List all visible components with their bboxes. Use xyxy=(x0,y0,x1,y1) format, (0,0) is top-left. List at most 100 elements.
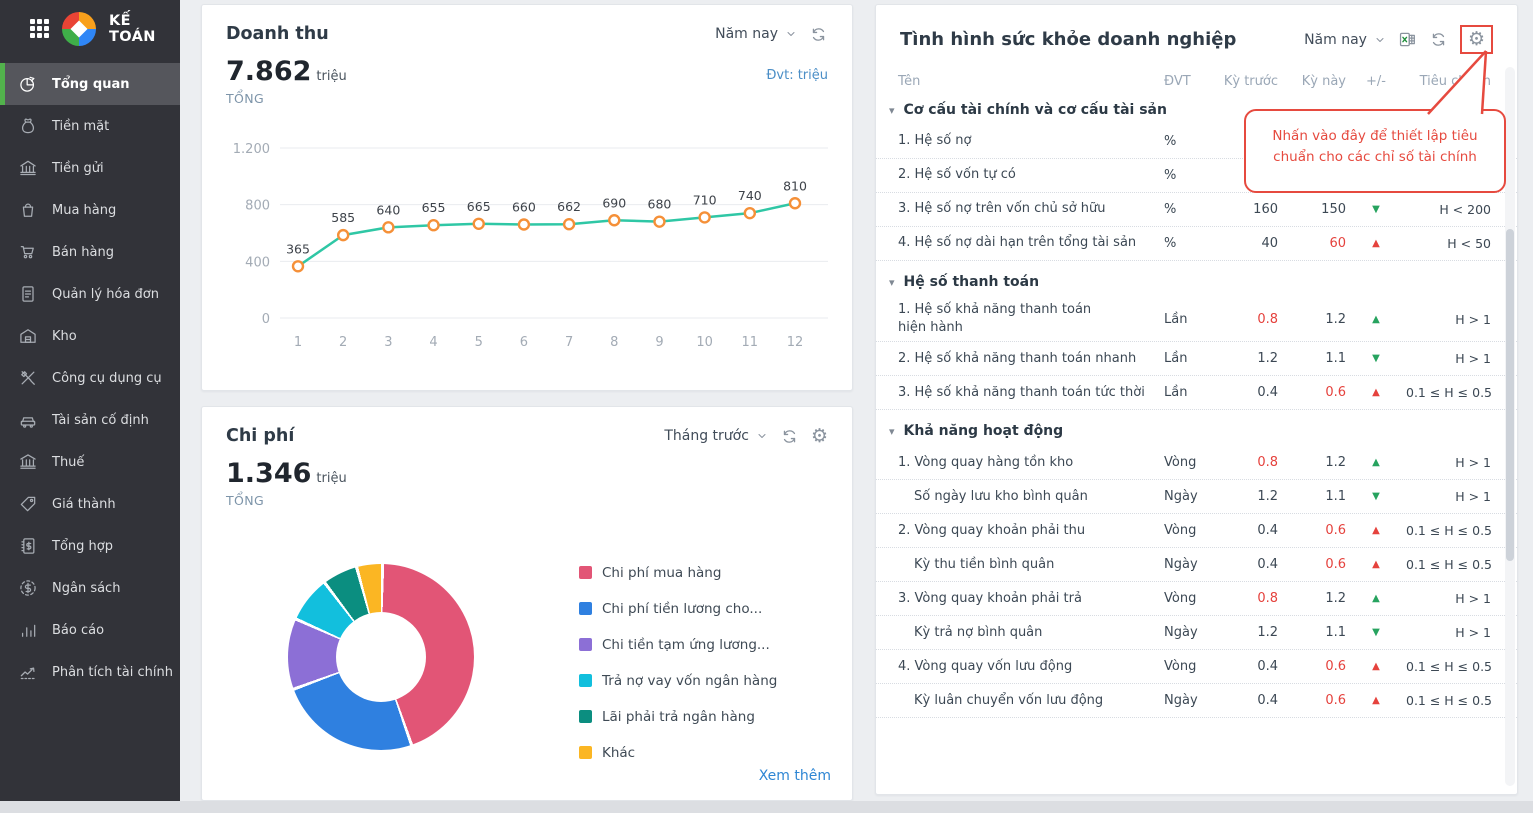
section-header[interactable]: ▾ Hệ số thanh toán xyxy=(876,261,1517,297)
sidebar-item-10[interactable]: Thuế xyxy=(0,441,180,483)
svg-text:10: 10 xyxy=(696,335,713,350)
table-row: 1. Hệ số khả năng thanh toán hiện hành Lầ… xyxy=(876,297,1517,343)
legend-label: Trả nợ vay vốn ngân hàng xyxy=(602,672,778,689)
standard-value: 0.1 ≤ H ≤ 0.5 xyxy=(1406,659,1492,675)
sidebar-item-11[interactable]: Giá thành xyxy=(0,483,180,525)
section-header[interactable]: ▾ Cơ cấu tài chính và cơ cấu tài sản xyxy=(876,89,1517,125)
legend-item: Khác xyxy=(579,745,777,761)
invoice-icon xyxy=(22,286,34,302)
health-table: ▾ Cơ cấu tài chính và cơ cấu tài sản 1. Hệ… xyxy=(876,89,1517,719)
expense-period-select[interactable]: Tháng trước xyxy=(664,428,768,444)
see-more-link[interactable]: Xem thêm xyxy=(758,768,831,784)
health-period-label: Năm nay xyxy=(1304,31,1367,48)
gear-icon[interactable]: ⚙ xyxy=(810,424,828,447)
svg-text:640: 640 xyxy=(376,202,400,217)
indicator-unit: Lần xyxy=(1164,351,1188,367)
sidebar-item-3[interactable]: Tiền gửi xyxy=(0,147,180,189)
indicator-name: 2. Vòng quay khoản phải thu xyxy=(898,522,1086,538)
svg-text:3: 3 xyxy=(384,335,392,350)
current-value: 1.1 xyxy=(1325,489,1346,505)
trend-arrow-icon: ▲ xyxy=(1372,695,1380,707)
indicator-unit: Vòng xyxy=(1164,455,1197,471)
svg-text:5: 5 xyxy=(475,335,483,350)
legend-item: Lãi phải trả ngân hàng xyxy=(579,709,777,725)
gear-icon[interactable]: ⚙ xyxy=(1467,28,1485,50)
revenue-unit-note: Đvt: triệu xyxy=(766,68,828,83)
triangle-down-icon: ▾ xyxy=(889,424,895,438)
svg-text:12: 12 xyxy=(787,335,804,350)
sidebar-item-5[interactable]: Bán hàng xyxy=(0,231,180,273)
gear-highlight-box[interactable]: ⚙ xyxy=(1459,25,1493,54)
standard-value: H > 1 xyxy=(1455,455,1491,471)
trend-arrow-icon: ▼ xyxy=(1372,353,1380,365)
sidebar-item-9[interactable]: Tài sản cố định xyxy=(0,399,180,441)
sidebar-item-12[interactable]: Tổng hợp xyxy=(0,525,180,567)
business-health-panel: Tình hình sức khỏe doanh nghiệp Năm nay … xyxy=(875,4,1518,795)
indicator-unit: Ngày xyxy=(1164,625,1198,641)
prev-value: 1.2 xyxy=(1257,351,1278,367)
health-table-header: Tên ĐVT Kỳ trước Kỳ này +/- Tiêu chuẩn xyxy=(876,54,1517,89)
excel-icon[interactable] xyxy=(1398,30,1417,49)
health-period-select[interactable]: Năm nay xyxy=(1304,32,1386,48)
sidebar-item-label: Công cụ dụng cụ xyxy=(52,370,162,386)
chevron-down-icon xyxy=(1376,37,1384,42)
indicator-unit: Vòng xyxy=(1164,523,1197,539)
sidebar-item-8[interactable]: Công cụ dụng cụ xyxy=(0,357,180,399)
sidebar-header: KẾ TOÁN xyxy=(0,0,180,57)
sidebar-item-6[interactable]: Quản lý hóa đơn xyxy=(0,273,180,315)
refresh-icon[interactable] xyxy=(809,25,828,44)
current-value: 0.6 xyxy=(1325,659,1346,675)
warehouse-icon xyxy=(20,329,36,343)
scrollbar-thumb[interactable] xyxy=(1506,229,1514,561)
sidebar-item-label: Tiền gửi xyxy=(52,160,104,176)
report-icon xyxy=(21,624,36,637)
sidebar-item-label: Tài sản cố định xyxy=(52,412,149,428)
svg-text:4: 4 xyxy=(429,335,437,350)
expense-total-value: 1.346 xyxy=(226,458,312,489)
svg-text:680: 680 xyxy=(648,197,672,212)
sidebar-item-4[interactable]: Mua hàng xyxy=(0,189,180,231)
sidebar-item-13[interactable]: Ngân sách xyxy=(0,567,180,609)
svg-text:660: 660 xyxy=(512,200,536,215)
prev-value: 160 xyxy=(1253,202,1278,217)
section-title: Hệ số thanh toán xyxy=(903,274,1040,290)
svg-text:690: 690 xyxy=(602,195,626,210)
bank-deposit-icon xyxy=(20,160,36,176)
sidebar-item-7[interactable]: Kho xyxy=(0,315,180,357)
revenue-period-select[interactable]: Năm nay xyxy=(715,26,797,42)
cash-icon xyxy=(21,118,35,134)
standard-value: H < 50 xyxy=(1447,236,1491,251)
app-grid-icon[interactable] xyxy=(30,19,49,38)
sidebar-item-label: Tiền mặt xyxy=(52,118,110,134)
table-row: Kỳ thu tiền bình quân Ngày 0.4 0.6 ▲ 0.1 ≤ H … xyxy=(876,548,1517,583)
current-value: 150 xyxy=(1321,202,1346,217)
indicator-unit: % xyxy=(1164,134,1177,149)
prev-value: 0.8 xyxy=(1257,311,1278,327)
col-dvt: ĐVT xyxy=(1164,74,1191,89)
health-panel-title: Tình hình sức khỏe doanh nghiệp xyxy=(900,29,1237,50)
indicator-name: 3. Hệ số khả năng thanh toán tức thời xyxy=(898,384,1145,400)
table-row: 4. Hệ số nợ dài hạn trên tổng tài sản% 40… xyxy=(876,227,1517,261)
table-row: Số ngày lưu kho bình quân Ngày 1.2 1.1 ▼ H > … xyxy=(876,480,1517,515)
current-value: 1.2 xyxy=(1325,311,1346,327)
standard-value: 0.1 ≤ H ≤ 0.5 xyxy=(1406,693,1492,709)
svg-text:585: 585 xyxy=(331,210,355,225)
indicator-unit: Vòng xyxy=(1164,659,1197,675)
sidebar-item-15[interactable]: Phân tích tài chính xyxy=(0,651,180,693)
section-header[interactable]: ▾ Khả năng hoạt động xyxy=(876,410,1517,446)
table-row: 2. Vòng quay khoản phải thu Vòng 0.4 0.6 ▲ 0.… xyxy=(876,514,1517,549)
expense-total-unit: triệu xyxy=(316,471,347,486)
svg-text:8: 8 xyxy=(610,335,618,350)
legend-swatch xyxy=(579,602,592,615)
trend-arrow-icon: ▲ xyxy=(1372,559,1380,571)
table-row: 3. Vòng quay khoản phải trả Vòng 0.8 1.2 ▲ H … xyxy=(876,582,1517,617)
sidebar-item-1[interactable]: Tổng quan xyxy=(0,63,180,105)
table-row: Kỳ trả nợ bình quân Ngày 1.2 1.1 ▼ H > 1 xyxy=(876,616,1517,651)
refresh-icon[interactable] xyxy=(780,427,799,446)
svg-text:2: 2 xyxy=(339,335,347,350)
sidebar-nav: Tổng quan Tiền mặt Tiền gửi Mua hàng Bán hàn… xyxy=(0,57,180,693)
sidebar-item-2[interactable]: Tiền mặt xyxy=(0,105,180,147)
indicator-unit: Ngày xyxy=(1164,693,1198,709)
sidebar-item-14[interactable]: Báo cáo xyxy=(0,609,180,651)
refresh-icon[interactable] xyxy=(1429,30,1448,49)
